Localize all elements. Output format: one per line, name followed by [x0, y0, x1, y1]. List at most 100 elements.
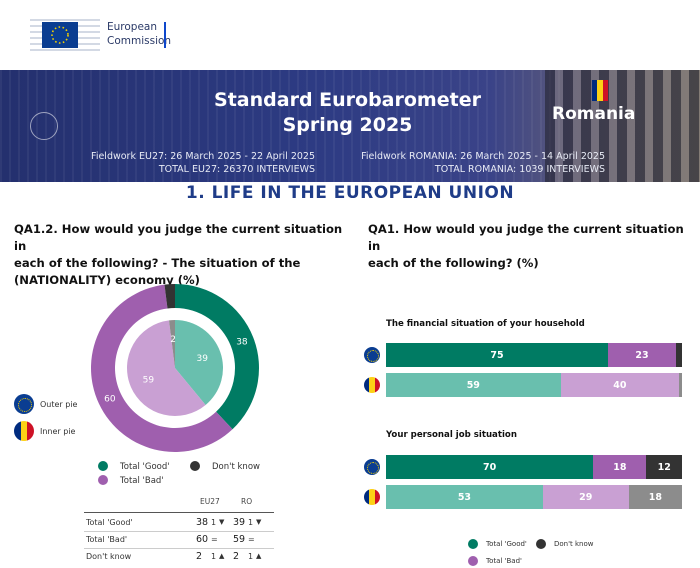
romania-flag-icon: [364, 489, 380, 505]
inner-slice-label-2: 2: [170, 335, 176, 345]
country-name: Romania: [552, 104, 636, 124]
outer-slice-label-0: 38: [236, 337, 248, 347]
banner: Standard Eurobarometer Spring 2025 Roman…: [0, 70, 700, 182]
inner-slice-2: [168, 320, 175, 368]
ro-value: 39: [233, 517, 246, 528]
eu-change: 1: [211, 552, 217, 561]
left-question-line: QA1.2. How would you judge the current s…: [14, 222, 343, 253]
flag-band: [592, 80, 598, 101]
category-legend-left: Total 'Good' Don't know Total 'Bad': [98, 460, 278, 490]
flag-band: [374, 377, 380, 393]
romania-flag-icon: [364, 377, 380, 393]
bar-group-title: The financial situation of your househol…: [386, 319, 585, 329]
flag-band: [364, 489, 370, 505]
inner-pie-label: Inner pie: [40, 427, 76, 436]
org-line-2: Commission: [107, 35, 172, 47]
section-title: 1. LIFE IN THE EUROPEAN UNION: [185, 183, 515, 203]
top-bar: European Commission: [0, 0, 700, 70]
ring-separator: [123, 316, 227, 420]
european-commission-logo: [30, 14, 100, 54]
category-legend-right: Total 'Good' Don't know Total 'Bad': [468, 539, 648, 567]
dont-know-swatch: [536, 539, 546, 549]
eu-change: =: [211, 535, 218, 544]
bar-segment: 75: [386, 343, 608, 367]
logo-divider: [164, 22, 166, 48]
ro-trend-icon: ▲: [256, 552, 262, 560]
table-divider: [84, 512, 274, 513]
bar-segment: 18: [628, 485, 682, 509]
banner-photo: [545, 70, 700, 182]
flag-band: [20, 421, 28, 441]
fieldwork-ro-dates: Fieldwork ROMANIA: 26 March 2025 - 14 Ap…: [361, 151, 605, 162]
flag-band: [369, 377, 375, 393]
outer-slice-0: [175, 284, 260, 430]
eu-trend-icon: ▼: [219, 518, 225, 526]
right-question-line: each of the following? (%): [368, 256, 539, 270]
good-label: Total 'Good': [486, 540, 527, 548]
fieldwork-ro: Fieldwork ROMANIA: 26 March 2025 - 14 Ap…: [360, 150, 605, 176]
good-label: Total 'Good': [120, 462, 170, 472]
romania-flag-icon: [592, 80, 608, 101]
bar-segment: 53: [386, 485, 543, 509]
bad-label: Total 'Bad': [486, 557, 522, 565]
inner-slice-label-1: 59: [143, 376, 155, 386]
row-label: Don't know: [86, 552, 132, 561]
row-label: Total 'Bad': [86, 535, 128, 544]
eurobarometer-emblem-icon: [30, 112, 58, 140]
ro-change: =: [248, 535, 255, 544]
inner-slice-0: [175, 320, 224, 405]
bar-row: 70 18 12: [386, 455, 682, 479]
bar-row: 75 23: [386, 343, 682, 367]
bad-swatch: [468, 556, 478, 566]
table-divider: [84, 548, 274, 549]
fieldwork-ro-total: TOTAL ROMANIA: 1039 INTERVIEWS: [434, 164, 605, 175]
flag-band: [602, 80, 608, 101]
outer-slice-label-1: 60: [104, 395, 116, 405]
inner-slice-label-0: 39: [197, 354, 209, 364]
banner-title: Standard Eurobarometer Spring 2025: [120, 88, 575, 138]
eu-flag-icon: [364, 347, 380, 363]
left-question-line: (NATIONALITY) economy (%): [14, 273, 200, 287]
flag-band: [597, 80, 603, 101]
ro-trend-icon: ▼: [256, 518, 262, 526]
inner-slice-1: [127, 320, 206, 416]
ro-value: 2: [233, 551, 240, 562]
bar-segment: 40: [560, 373, 680, 397]
banner-pattern: [0, 70, 560, 182]
dont-know-label: Don't know: [554, 540, 594, 548]
fieldwork-eu-dates: Fieldwork EU27: 26 March 2025 - 22 April…: [91, 151, 315, 162]
bar-segment: [679, 373, 682, 397]
economy-donut-chart: 38 60 2 39 59 2: [91, 284, 260, 452]
flag-band: [27, 421, 34, 441]
outer-slice-2: [164, 284, 175, 309]
good-swatch: [468, 539, 478, 549]
outer-pie-label: Outer pie: [40, 400, 78, 409]
ro-value: 59: [233, 534, 246, 545]
bar-segment: 23: [608, 343, 677, 367]
row-label: Total 'Good': [86, 518, 133, 527]
bar-segment: 70: [386, 455, 594, 479]
banner-title-line-1: Standard Eurobarometer: [214, 89, 481, 111]
eu-trend-icon: ▲: [219, 552, 225, 560]
fieldwork-eu-total: TOTAL EU27: 26370 INTERVIEWS: [158, 164, 315, 175]
table-row: Total 'Bad' 60 = 59 =: [84, 531, 274, 548]
flag-band: [364, 377, 370, 393]
eu-flag-icon: [364, 459, 380, 475]
bad-swatch: [98, 475, 108, 485]
bar-segment: [676, 343, 682, 367]
right-question-line: QA1. How would you judge the current sit…: [368, 222, 684, 253]
eu-flag-icon: [14, 394, 34, 414]
bar-row: 53 29 18: [386, 485, 682, 509]
dont-know-swatch: [190, 461, 200, 471]
table-header-ro: RO: [241, 497, 253, 506]
bar-group-title: Your personal job situation: [386, 430, 517, 440]
table-row: Don't know 2 1 ▲ 2 1 ▲: [84, 548, 274, 565]
outer-slice-label-2: 2: [170, 298, 176, 308]
bar-segment: 59: [386, 373, 561, 397]
flag-band: [369, 489, 375, 505]
bar-row: 59 40: [386, 373, 682, 397]
fieldwork-eu: Fieldwork EU27: 26 March 2025 - 22 April…: [60, 150, 315, 176]
bar-segment: 29: [542, 485, 629, 509]
banner-title-line-2: Spring 2025: [282, 114, 413, 136]
right-question: QA1. How would you judge the current sit…: [368, 221, 688, 272]
